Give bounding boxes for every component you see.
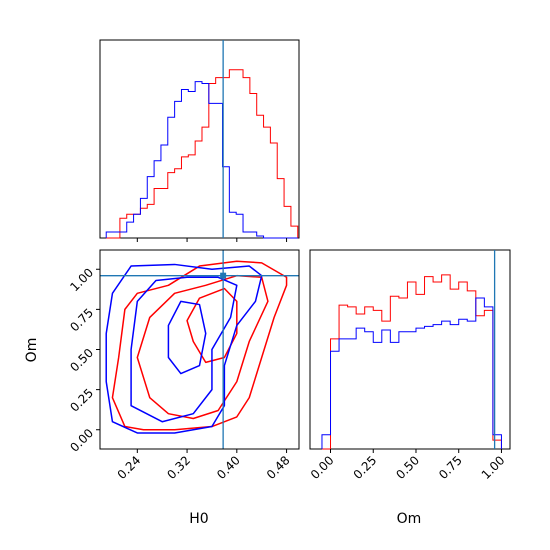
joint-truth-marker — [220, 272, 227, 279]
contour-blue-level-1 — [130, 276, 238, 423]
joint-y-tick-label-0: 0.00 — [67, 426, 96, 455]
joint-x-tick-label-0: 0.24 — [115, 453, 144, 482]
om-x-tick-label-2: 0.50 — [393, 453, 422, 482]
joint-x-tick-label-2: 0.40 — [214, 453, 243, 482]
joint-y-tick-label-3: 0.75 — [67, 306, 96, 335]
om-x-tick-label-4: 1.00 — [479, 453, 508, 482]
y-axis-label-om: Om — [24, 338, 40, 363]
joint-x-tick-label-1: 0.32 — [164, 453, 193, 482]
h0-histogram-red-series — [106, 69, 299, 239]
om-histogram-frame — [309, 249, 511, 450]
x-axis-label-h0: H0 — [189, 511, 208, 527]
om-x-tick-label-0: 0.00 — [308, 453, 337, 482]
joint-frame — [99, 249, 300, 450]
om-histogram-panel: 0.00 0.25 0.50 0.75 1.00 — [308, 249, 511, 482]
om-histogram-blue-series — [321, 297, 502, 449]
h0-histogram-blue-series — [105, 81, 298, 239]
joint-contour-panel: 0.24 0.32 0.40 0.48 0.00 0.25 0.50 0.75 1.00 — [67, 249, 300, 482]
joint-y-tick-label-2: 0.50 — [67, 346, 96, 375]
contour-blue-level-2 — [167, 300, 207, 375]
x-axis-label-om: Om — [397, 511, 422, 527]
om-x-tick-label-1: 0.25 — [351, 453, 380, 482]
contour-blue-level-0 — [105, 263, 263, 434]
h0-histogram-panel — [99, 39, 300, 242]
joint-x-tick-label-3: 0.48 — [264, 453, 293, 482]
joint-y-tick-label-1: 0.25 — [67, 386, 96, 415]
contour-red-level-1 — [136, 274, 269, 420]
joint-y-tick-label-4: 1.00 — [67, 265, 96, 294]
h0-histogram-frame — [99, 39, 300, 239]
om-x-tick-label-3: 0.75 — [436, 453, 465, 482]
joint-contours — [105, 260, 288, 434]
om-histogram-red-series — [321, 274, 502, 450]
